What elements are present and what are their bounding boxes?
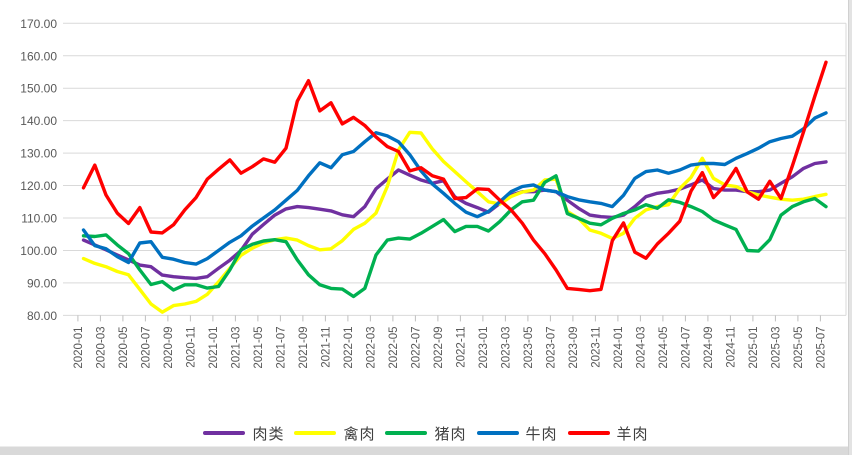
x-axis-label: 2020-09 (163, 326, 175, 368)
y-axis-label: 150.00 (20, 82, 57, 96)
x-axis-label: 2021-03 (230, 326, 242, 368)
legend-swatch-poultry (294, 431, 337, 435)
legend-label-pork: 猪肉 (434, 425, 467, 443)
series-lines (81, 60, 828, 314)
x-axis-label: 2024-07 (680, 326, 692, 368)
y-axis-label: 130.00 (20, 147, 57, 161)
x-axis-label: 2022-11 (455, 326, 467, 367)
legend-swatch-mutton (567, 431, 610, 435)
x-axis-label: 2020-11 (185, 326, 197, 367)
y-axis-label: 160.00 (20, 49, 57, 63)
y-axis-label: 170.00 (20, 17, 57, 31)
legend-swatch-meat (203, 431, 246, 435)
chart-legend: 肉类 禽肉 猪肉 牛肉 羊肉 (0, 421, 852, 445)
series-line-poultry (81, 130, 828, 314)
x-axis-label: 2022-03 (365, 326, 377, 368)
x-axis-label: 2023-11 (590, 326, 602, 367)
y-axis-label: 100.00 (20, 244, 57, 258)
series-line-pork (81, 174, 828, 299)
legend-label-mutton: 羊肉 (616, 425, 649, 443)
x-axis-label: 2021-09 (298, 326, 310, 368)
x-axis-label: 2024-09 (703, 326, 715, 368)
legend-item-pork: 猪肉 (385, 423, 466, 444)
x-axis-label: 2023-09 (568, 326, 580, 368)
x-axis-label: 2022-09 (433, 326, 445, 368)
y-axis-label: 120.00 (20, 179, 57, 193)
x-axis-label: 2020-05 (118, 326, 130, 368)
x-axis-label: 2025-03 (770, 326, 782, 368)
x-axis-label: 2021-07 (275, 326, 287, 368)
x-axis-label: 2021-05 (253, 326, 265, 368)
x-axis-label: 2023-05 (523, 326, 535, 368)
legend-label-meat: 肉类 (252, 425, 285, 443)
legend-label-poultry: 禽肉 (343, 425, 376, 443)
legend-swatch-beef (476, 431, 519, 435)
x-axis-label: 2025-07 (815, 326, 827, 368)
y-axis-label: 90.00 (27, 276, 57, 290)
series-line-beef (81, 111, 828, 266)
x-axis-label: 2024-11 (725, 326, 737, 367)
x-axis-labels: 2020-01 2020-03 2020-05 2020-07 2020-09 2020-… (73, 326, 828, 368)
x-axis-label: 2023-03 (500, 326, 512, 368)
x-axis-label: 2021-01 (208, 326, 220, 368)
x-axis-label: 2022-01 (343, 326, 355, 368)
series-line-mutton (81, 60, 828, 293)
x-axis-label: 2020-03 (95, 326, 107, 368)
window-bottom-edge-strip (0, 446, 852, 455)
gridlines (63, 22, 847, 316)
x-axis-label: 2020-07 (140, 326, 152, 368)
y-axis-labels: 80.00 90.00 100.00 110.00 120.00 130.00 140.00… (20, 17, 57, 323)
x-axis-label: 2025-05 (793, 326, 805, 368)
x-axis-label: 2024-05 (658, 326, 670, 368)
y-axis-label: 80.00 (27, 309, 57, 323)
legend-label-beef: 牛肉 (525, 425, 558, 443)
x-axis-label: 2021-11 (320, 326, 332, 367)
legend-swatch-pork (385, 431, 428, 435)
x-axis-label: 2022-05 (388, 326, 400, 368)
x-axis-label: 2023-07 (545, 326, 557, 368)
legend-item-poultry: 禽肉 (294, 423, 375, 444)
x-axis-label: 2023-01 (478, 326, 490, 368)
legend-item-beef: 牛肉 (476, 423, 558, 444)
x-axis-label: 2020-01 (73, 326, 85, 368)
y-axis-label: 140.00 (20, 114, 57, 128)
x-axis-label: 2022-07 (410, 326, 422, 368)
x-axis-ticks (77, 315, 821, 322)
x-axis-label: 2025-01 (748, 326, 760, 368)
legend-item-meat: 肉类 (203, 423, 284, 444)
x-axis-label: 2024-01 (613, 326, 625, 368)
x-axis-label: 2024-03 (635, 326, 647, 368)
window-right-edge-strip (848, 0, 852, 455)
legend-item-mutton: 羊肉 (567, 423, 649, 444)
y-axis-label: 110.00 (21, 212, 57, 226)
